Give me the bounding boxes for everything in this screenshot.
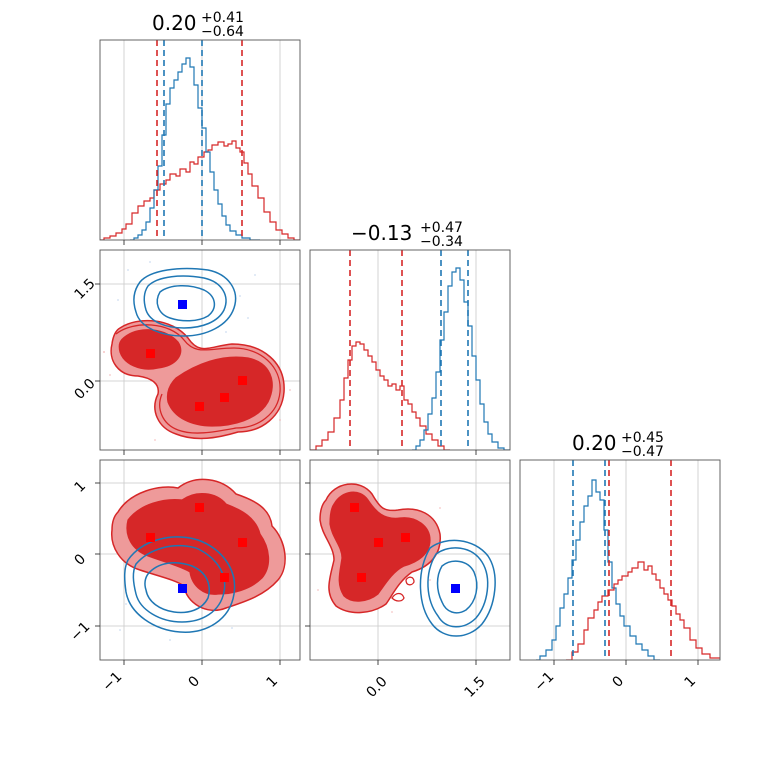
panel-frame xyxy=(99,39,301,241)
contour-red-stray xyxy=(391,576,415,602)
xtick-label: −1 xyxy=(532,669,558,695)
contour-blue-mid xyxy=(143,275,227,329)
marker-red xyxy=(220,393,229,402)
title-2-upper: +0.45 xyxy=(621,430,664,446)
ytick-label: 0 xyxy=(72,551,90,569)
xtick-label: 1 xyxy=(682,673,700,691)
marker-red xyxy=(146,349,155,358)
contour-blue-inner xyxy=(156,285,216,322)
marker-red xyxy=(220,573,229,582)
contour-blue-mid xyxy=(132,545,226,623)
contour-blue-outer xyxy=(123,536,236,633)
hist-blue-param-0 xyxy=(130,57,260,240)
ticks-panel-2-0 xyxy=(95,482,281,665)
ytick-label: 1.5 xyxy=(72,276,99,303)
ticks-panel-0-0 xyxy=(123,240,281,245)
contour-blue-inner xyxy=(436,560,478,614)
marker-red xyxy=(146,533,155,542)
ticks-panel-2-1 xyxy=(305,482,477,665)
scatter-noise-red xyxy=(103,337,291,441)
hist-blue-param-1 xyxy=(412,267,510,450)
marker-red xyxy=(401,533,410,542)
panel-2d-param1-param2 xyxy=(310,460,510,660)
scatter-noise-red xyxy=(317,507,441,613)
contour-blue-outer xyxy=(419,539,496,637)
title-2-value: 0.20 xyxy=(572,431,617,455)
contour-red-band xyxy=(115,324,281,434)
title-0-value: 0.20 xyxy=(152,11,197,35)
xtick-label: −1 xyxy=(100,669,126,695)
marker-red xyxy=(195,402,204,411)
xtick-label: 1 xyxy=(264,673,282,691)
contour-blue-inner xyxy=(144,561,210,614)
panel-2d-param0-param2 xyxy=(100,460,300,660)
ticks-panel-1-0 xyxy=(95,283,281,455)
marker-blue xyxy=(178,584,187,593)
title-param-0: 0.20 +0.41 −0.64 xyxy=(152,10,244,40)
ytick-label: −1 xyxy=(68,619,94,645)
marker-red xyxy=(357,573,366,582)
xtick-label: 0 xyxy=(610,673,628,691)
hist-blue-param-2 xyxy=(536,479,660,660)
title-2-lower: −0.47 xyxy=(621,444,664,460)
ticks-panel-1-1 xyxy=(377,450,477,455)
title-0-lower: −0.64 xyxy=(201,24,244,40)
ytick-label: 1 xyxy=(72,478,90,496)
marker-blue xyxy=(178,300,187,309)
marker-red xyxy=(374,538,383,547)
contour-blue-outer xyxy=(133,267,237,337)
panel-hist-param-0 xyxy=(100,40,300,240)
title-1-lower: −0.34 xyxy=(420,234,463,250)
marker-red xyxy=(350,503,359,512)
xtick-label: 0.0 xyxy=(364,674,391,701)
panel-hist-param-1 xyxy=(310,250,510,450)
title-param-2: 0.20 +0.45 −0.47 xyxy=(572,430,664,460)
hist-red-param-2 xyxy=(566,561,720,660)
ytick-label: 0.0 xyxy=(72,376,99,403)
contour-red-inner xyxy=(118,329,273,427)
title-1-upper: +0.47 xyxy=(420,220,463,236)
xtick-label: 1.5 xyxy=(462,674,489,701)
title-param-1: −0.13 +0.47 −0.34 xyxy=(351,220,463,250)
contour-red-inner xyxy=(126,493,270,595)
contour-blue-mid xyxy=(427,547,489,628)
marker-red xyxy=(238,538,247,547)
marker-red xyxy=(238,376,247,385)
ticks-panel-2-2 xyxy=(553,660,699,665)
panel-hist-param-2 xyxy=(536,460,720,660)
hist-red-param-1 xyxy=(310,341,450,450)
xtick-label: 0 xyxy=(186,673,204,691)
title-1-value: −0.13 xyxy=(351,221,412,245)
hist-red-param-0 xyxy=(100,140,300,240)
marker-blue xyxy=(451,584,460,593)
panel-2d-param0-param1 xyxy=(100,250,300,450)
marker-red xyxy=(195,503,204,512)
title-0-upper: +0.41 xyxy=(201,10,244,26)
